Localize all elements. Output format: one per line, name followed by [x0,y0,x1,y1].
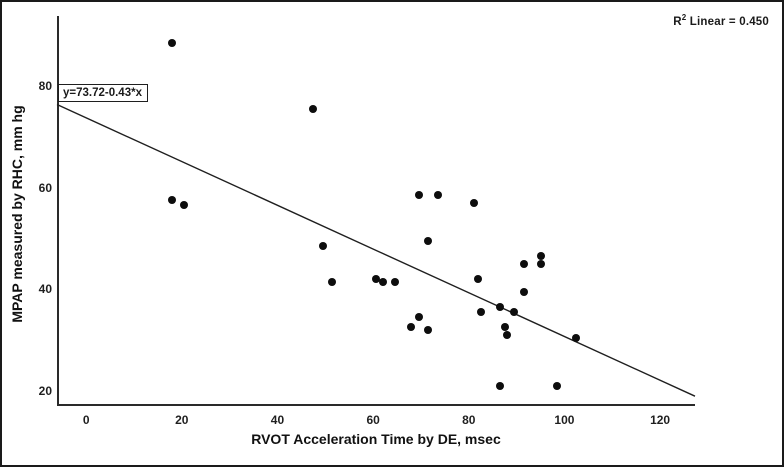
regression-equation-annotation: y=73.72-0.43*x [58,84,148,102]
y-tick-label: 20 [38,384,52,399]
data-point [414,313,423,322]
data-point [168,38,177,47]
data-point [474,275,483,284]
x-tick-label: 80 [462,413,476,427]
r-squared-base: R [673,15,682,28]
data-point [180,201,189,210]
x-axis-title: RVOT Acceleration Time by DE, msec [251,431,501,447]
y-tick-label: 60 [38,180,52,195]
data-point [536,259,545,268]
data-point [572,333,581,342]
data-point [503,331,512,340]
data-point [318,242,327,251]
y-tick-label: 40 [38,282,52,297]
x-tick-label: 120 [650,413,671,427]
x-tick-label: 0 [82,413,90,427]
data-point [469,198,478,207]
data-point [309,104,318,113]
r-squared-label: R2 Linear = 0.450 [673,13,769,28]
x-axis-line [57,404,695,406]
data-point [378,277,387,286]
data-point [371,275,380,284]
data-point [500,323,509,332]
x-tick-label: 40 [270,413,285,427]
data-point [536,252,545,261]
data-point [407,323,416,332]
x-tick-label: 100 [554,413,575,427]
data-point [424,237,433,245]
data-point [495,381,504,390]
data-point [519,259,528,268]
data-point [433,191,442,200]
data-point [553,381,562,390]
r-squared-value: Linear = 0.450 [686,15,769,28]
data-point [390,277,399,286]
data-point [328,277,337,286]
data-point [414,191,423,200]
r-squared-exponent: 2 [681,13,687,22]
x-tick-label: 60 [366,413,380,427]
data-point [476,308,485,317]
data-point [495,303,504,312]
y-tick-label: 80 [38,78,52,93]
y-axis-line [57,16,59,406]
data-point [424,325,433,334]
data-point [168,196,177,205]
data-point [519,287,528,296]
x-tick-label: 20 [175,413,189,427]
data-point [510,308,519,317]
